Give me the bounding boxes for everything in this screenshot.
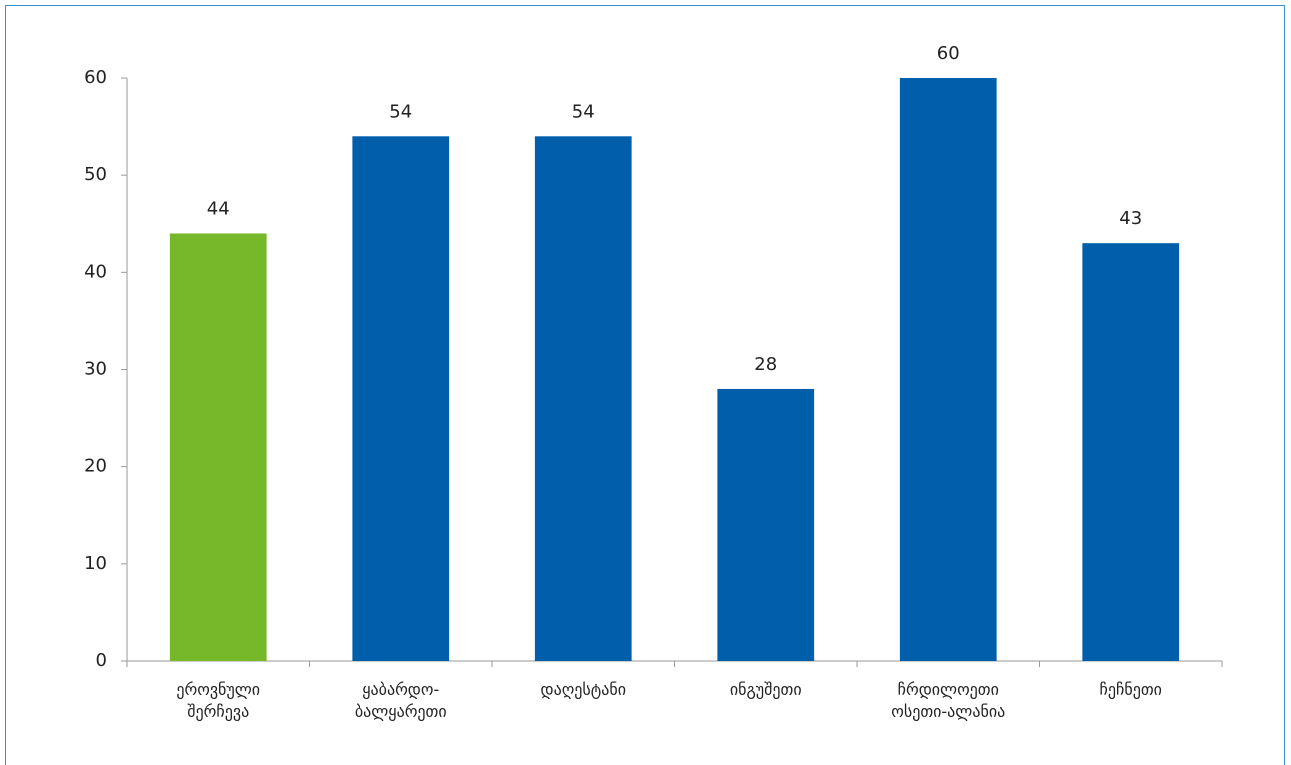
data-label: 28 <box>754 354 777 375</box>
frame <box>5 5 1285 765</box>
y-tick-label: 40 <box>84 261 107 282</box>
x-tick-label: ჩრდილოეთი ოსეთი-ალანია <box>891 680 1006 721</box>
y-tick-label: 0 <box>96 650 107 671</box>
y-tick-label: 60 <box>84 67 107 88</box>
y-tick-label: 20 <box>84 456 107 477</box>
x-tick-label: დაღესტანი <box>540 680 626 699</box>
bar <box>899 78 997 661</box>
x-tick-label: ყაბარდო-ბალყარეთი <box>354 680 447 721</box>
y-tick-label: 30 <box>84 359 107 380</box>
y-tick-label: 10 <box>84 553 107 574</box>
data-label: 43 <box>1119 208 1142 229</box>
bar <box>1082 243 1180 661</box>
data-label: 60 <box>937 43 960 64</box>
bar <box>169 233 267 661</box>
bar <box>534 136 632 662</box>
y-tick-label: 50 <box>84 164 107 185</box>
data-label: 54 <box>389 101 412 122</box>
data-label: 54 <box>572 101 595 122</box>
x-tick-label: ინგუშეთი <box>729 680 802 699</box>
x-tick-label: ეროვნული შერჩევა <box>176 680 261 721</box>
x-tick-label: ჩეჩნეთი <box>1099 680 1162 699</box>
bar <box>352 136 450 662</box>
bar <box>717 388 815 661</box>
data-label: 44 <box>207 198 230 219</box>
